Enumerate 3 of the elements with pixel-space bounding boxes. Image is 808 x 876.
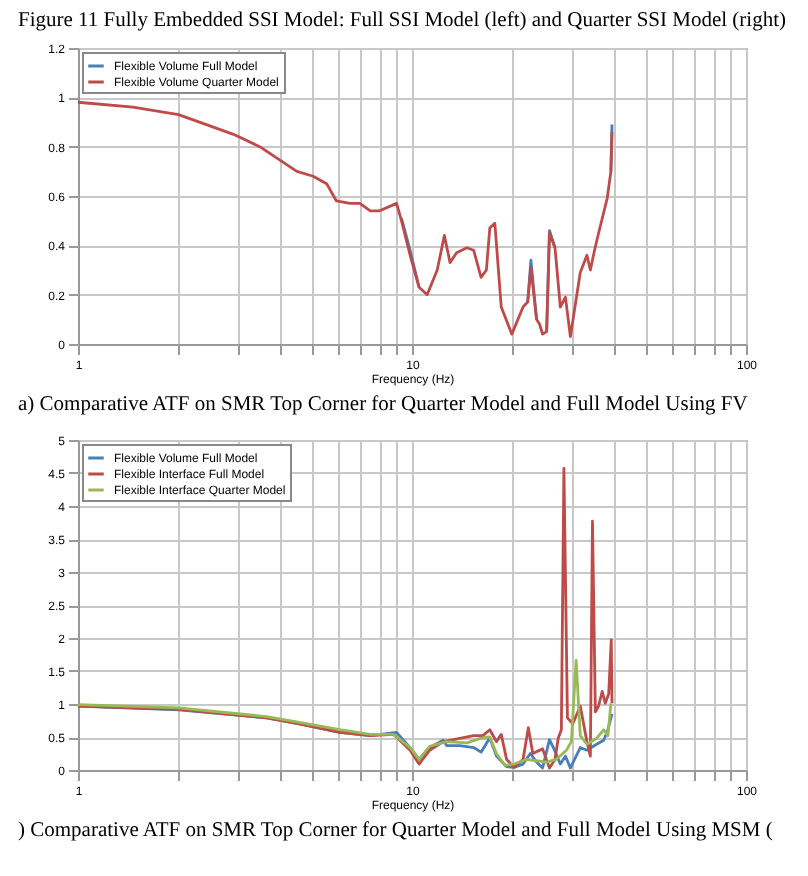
chart-title: Figure 11 Fully Embedded SSI Model: Full SSI Model (left) and Quarter SSI Model (right) xyxy=(18,10,787,32)
text: ) Comparative ATF on SMR Top Corner for Quarter Model and Full Model Using MSM ( xyxy=(18,820,774,842)
text: a) Comparative ATF on SMR Top Corner for Quarter Model and Full Model Using FV xyxy=(18,394,749,416)
